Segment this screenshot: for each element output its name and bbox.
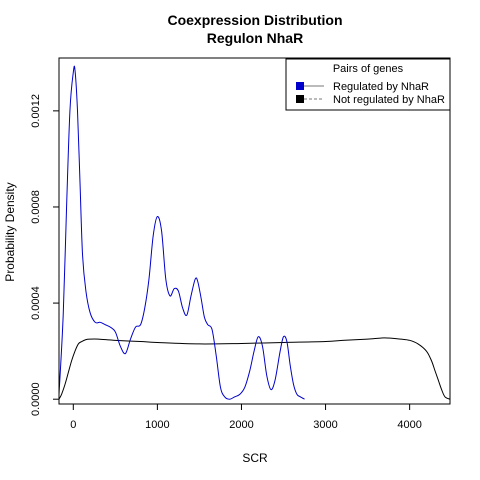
x-tick-label: 2000	[229, 419, 253, 431]
legend-label-not-regulated: Not regulated by NhaR	[333, 94, 445, 106]
y-tick-label: 0.0004	[30, 286, 42, 320]
series-line-not-regulated	[58, 337, 451, 400]
plot-area	[58, 65, 451, 400]
legend-label-regulated: Regulated by NhaR	[333, 81, 429, 93]
series-line-regulated	[58, 65, 305, 400]
x-tick-label: 3000	[313, 419, 337, 431]
legend-box	[285, 58, 451, 111]
legend: Pairs of genes Regulated by NhaR Not reg…	[285, 58, 451, 111]
y-axis-title: Probability Density	[3, 182, 17, 281]
axes: 0 1000 2000 3000 4000 0.0000 0.0004 0.0008 0.001…	[30, 57, 451, 431]
x-tick-label: 0	[70, 419, 76, 431]
y-tick-label: 0.0000	[30, 382, 42, 416]
legend-swatch-not-regulated	[296, 95, 304, 103]
plot-frame	[58, 57, 451, 405]
x-axis-title: SCR	[242, 451, 268, 465]
legend-title: Pairs of genes	[333, 63, 404, 75]
legend-swatch-regulated	[296, 82, 304, 90]
y-tick-label: 0.0012	[30, 94, 42, 128]
chart-title-line-2: Regulon NhaR	[207, 30, 303, 46]
y-tick-label: 0.0008	[30, 190, 42, 224]
x-tick-label: 1000	[145, 419, 169, 431]
x-tick-label: 4000	[397, 419, 421, 431]
chart-title-line-1: Coexpression Distribution	[167, 12, 342, 28]
